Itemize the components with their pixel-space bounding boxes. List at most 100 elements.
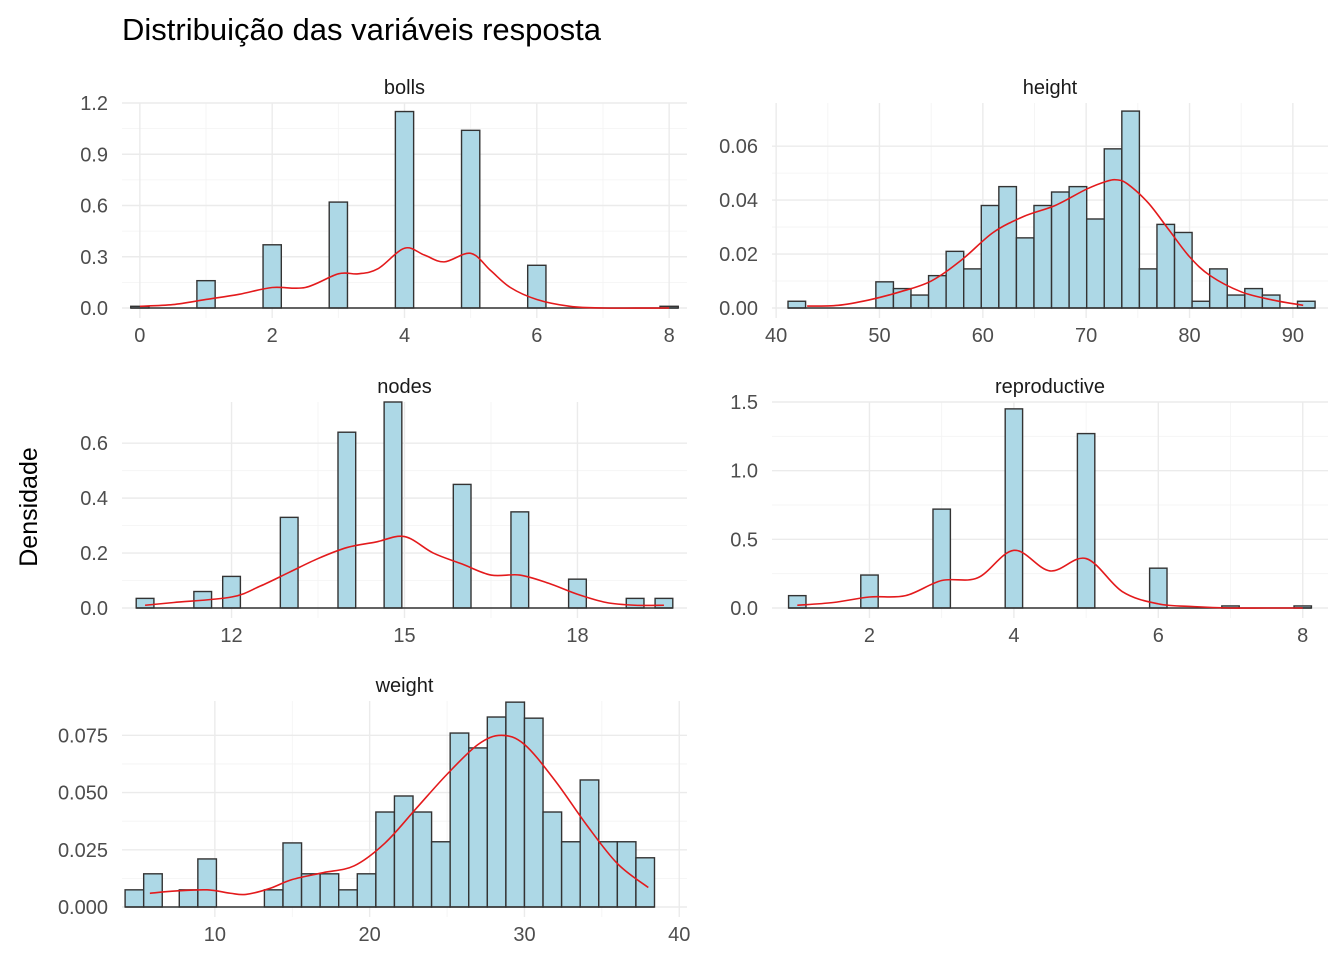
x-tick-label: 30 bbox=[513, 924, 535, 946]
histogram-bar bbox=[1226, 294, 1246, 309]
y-tick-label: 0.0 bbox=[80, 598, 108, 620]
histogram-bar bbox=[932, 508, 952, 609]
histogram-bar bbox=[1208, 268, 1228, 309]
histogram-bar bbox=[1068, 185, 1088, 309]
facet-strip-label: height bbox=[1023, 77, 1078, 99]
histogram-bar bbox=[1156, 223, 1176, 309]
histogram-bar bbox=[910, 294, 930, 309]
histogram-bar bbox=[449, 732, 470, 908]
y-tick-label: 1.5 bbox=[730, 392, 758, 414]
y-tick-label: 0.025 bbox=[58, 840, 108, 862]
histogram-bar bbox=[197, 858, 218, 908]
histogram-bar bbox=[178, 889, 199, 908]
histogram-bar bbox=[196, 279, 216, 309]
x-tick-label: 0 bbox=[134, 325, 145, 347]
x-tick-label: 12 bbox=[220, 625, 242, 647]
histogram-bar bbox=[1191, 300, 1211, 309]
histogram-bar bbox=[383, 401, 403, 609]
histogram-bar bbox=[221, 575, 242, 609]
x-tick-label: 80 bbox=[1178, 325, 1200, 347]
histogram-bar bbox=[579, 779, 600, 908]
histogram-bar bbox=[460, 129, 481, 309]
panel-reproductive: 2 4 6 8 0.0 0.5 1.0 1.5 reproductive bbox=[730, 376, 1328, 647]
histogram-bar bbox=[375, 811, 396, 908]
x-tick-label: 18 bbox=[566, 625, 588, 647]
x-tick-label: 70 bbox=[1075, 325, 1097, 347]
x-tick-label: 10 bbox=[204, 924, 226, 946]
histogram-bar bbox=[263, 889, 284, 908]
panel-height: 40 50 60 70 80 90 0.00 0.02 0.04 0.06 height bbox=[719, 77, 1328, 347]
histogram-bar bbox=[998, 185, 1018, 309]
y-tick-label: 0.3 bbox=[80, 247, 108, 269]
y-tick-label: 0.2 bbox=[80, 543, 108, 565]
histogram-bar bbox=[510, 511, 530, 609]
histogram-bar bbox=[135, 597, 155, 609]
histogram-bar bbox=[505, 701, 526, 908]
facet-strip-label: weight bbox=[375, 675, 434, 697]
x-tick-label: 8 bbox=[664, 325, 675, 347]
y-tick-label: 0.4 bbox=[80, 488, 108, 510]
x-tick-label: 50 bbox=[868, 325, 890, 347]
histogram-bar bbox=[1173, 231, 1193, 309]
histogram-bar bbox=[542, 811, 563, 908]
histogram-bar bbox=[337, 431, 357, 609]
histogram-bar bbox=[468, 747, 489, 908]
histogram-bar bbox=[654, 597, 674, 609]
y-tick-label: 0.6 bbox=[80, 196, 108, 218]
histogram-bar bbox=[486, 716, 507, 908]
x-tick-label: 4 bbox=[1008, 625, 1019, 647]
x-tick-label: 60 bbox=[972, 325, 994, 347]
y-tick-label: 1.0 bbox=[730, 461, 758, 483]
y-tick-label: 0.00 bbox=[719, 298, 758, 320]
histogram-bar bbox=[860, 574, 879, 609]
facet-panels: 0 2 4 6 8 0.0 0.3 0.6 0.9 1.2 bolls 40 50 60 70 80 90 0.0… bbox=[58, 77, 1328, 946]
histogram-bar bbox=[616, 841, 637, 908]
histogram-bar bbox=[1121, 110, 1141, 309]
x-tick-label: 2 bbox=[864, 625, 875, 647]
histogram-bar bbox=[142, 873, 163, 908]
histogram-bar bbox=[963, 268, 982, 309]
x-tick-label: 4 bbox=[399, 325, 410, 347]
histogram-bar bbox=[560, 841, 581, 908]
y-tick-label: 0.04 bbox=[719, 190, 758, 212]
density-curve bbox=[797, 549, 1303, 609]
histogram-bar bbox=[356, 873, 377, 908]
histogram-bar bbox=[262, 244, 283, 309]
facet-strip-label: nodes bbox=[377, 376, 432, 398]
x-tick-label: 15 bbox=[393, 625, 415, 647]
y-tick-label: 0.06 bbox=[719, 136, 758, 158]
histogram-bar bbox=[1050, 191, 1070, 309]
histogram-bar bbox=[394, 110, 415, 309]
y-tick-label: 0.0 bbox=[730, 598, 758, 620]
panel-weight: 10 20 30 40 0.000 0.025 0.050 0.075 weight bbox=[58, 675, 690, 946]
y-axis-label: Densidade bbox=[15, 447, 43, 567]
histogram-bar bbox=[1244, 287, 1264, 309]
x-tick-label: 2 bbox=[267, 325, 278, 347]
y-tick-label: 0.050 bbox=[58, 783, 108, 805]
histogram-bar bbox=[1033, 204, 1053, 309]
histogram-bar bbox=[393, 795, 414, 908]
x-tick-label: 40 bbox=[668, 924, 690, 946]
y-tick-label: 0.02 bbox=[719, 244, 758, 266]
panel-nodes: 12 15 18 0.0 0.2 0.4 0.6 nodes bbox=[80, 376, 687, 647]
histogram-bar bbox=[635, 857, 656, 908]
histogram-bar bbox=[598, 841, 619, 908]
x-tick-label: 6 bbox=[1153, 625, 1164, 647]
facet-strip-label: reproductive bbox=[995, 376, 1105, 398]
histogram-bar bbox=[1103, 148, 1123, 309]
facet-strip-label: bolls bbox=[384, 77, 425, 99]
y-tick-label: 0.5 bbox=[730, 529, 758, 551]
histogram-bar bbox=[1004, 408, 1024, 609]
density-curve bbox=[144, 535, 664, 607]
histogram-bar bbox=[1076, 432, 1096, 609]
histogram-bar bbox=[787, 594, 807, 609]
histogram-bar bbox=[625, 597, 645, 609]
density-curve bbox=[807, 178, 1304, 307]
histogram-bar bbox=[300, 873, 321, 908]
histogram-bar bbox=[338, 889, 358, 908]
density-curve bbox=[149, 734, 649, 896]
y-tick-label: 0.0 bbox=[80, 298, 108, 320]
density-curve bbox=[139, 246, 670, 309]
y-tick-label: 0.6 bbox=[80, 433, 108, 455]
